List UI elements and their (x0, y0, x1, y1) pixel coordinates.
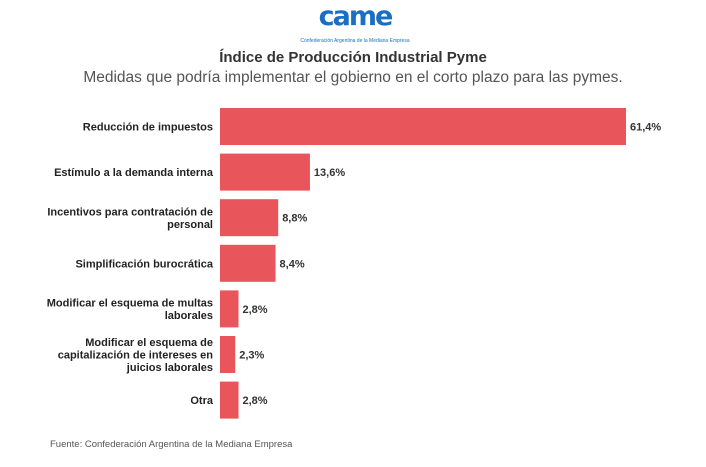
bar (220, 336, 236, 373)
logo-mark: came (318, 1, 394, 32)
category-label: capitalización de intereses en (58, 350, 214, 362)
category-label: juicios laborales (126, 362, 213, 374)
category-label: Otra (190, 395, 214, 407)
value-label: 2,8% (243, 304, 268, 316)
value-label: 8,8% (282, 213, 307, 225)
source-note: Fuente: Confederación Argentina de la Me… (50, 439, 293, 450)
category-label: Modificar el esquema de (85, 337, 213, 349)
bar (220, 244, 276, 282)
value-label: 2,8% (243, 395, 268, 407)
value-label: 13,6% (314, 167, 345, 179)
value-label: 8,4% (280, 258, 305, 270)
bar (220, 153, 310, 191)
category-label: Reducción de impuestos (83, 122, 213, 134)
category-label: Estímulo a la demanda interna (54, 167, 214, 179)
category-label: Simplificación burocrática (75, 258, 213, 270)
category-label: laborales (165, 310, 213, 322)
category-label: Incentivos para contratación de (47, 206, 213, 218)
bar (220, 199, 279, 237)
value-label: 61,4% (630, 122, 661, 134)
bar (220, 290, 239, 328)
bar (220, 381, 239, 419)
bar (220, 108, 626, 145)
chart-title: Índice de Producción Industrial Pyme (219, 49, 487, 66)
value-label: 2,3% (239, 350, 264, 362)
category-label: personal (167, 219, 213, 231)
chart-subtitle: Medidas que podría implementar el gobier… (83, 69, 623, 86)
logo-subtext: Confederación Argentina de la Mediana Em… (300, 38, 410, 44)
category-label: Modificar el esquema de multas (47, 298, 213, 310)
